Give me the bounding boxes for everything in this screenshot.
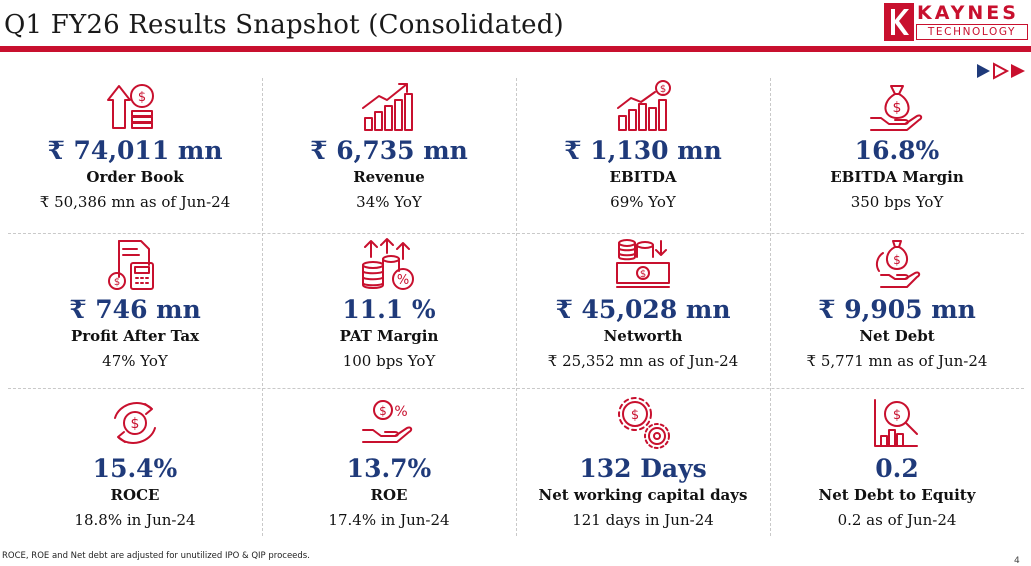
metric-label: ROE	[370, 486, 408, 504]
metric-comparison: 34% YoY	[356, 193, 422, 211]
divider	[8, 233, 1024, 234]
svg-text:$: $	[379, 404, 387, 418]
calculator-invoice-icon: $	[108, 240, 154, 290]
metric-roe: $ % 13.7% ROE 17.4% in Jun-24	[262, 396, 516, 530]
metric-label: Net working capital days	[538, 486, 748, 504]
svg-text:$: $	[893, 100, 902, 116]
metric-value: 132 Days	[579, 454, 707, 483]
divider	[8, 388, 1024, 389]
metric-pat-margin: % 11.1 % PAT Margin 100 bps YoY	[262, 237, 516, 371]
coins-percent-icon: %	[362, 238, 414, 290]
divider	[262, 78, 263, 536]
metric-comparison: 18.8% in Jun-24	[74, 511, 196, 529]
title-rule	[0, 46, 1031, 52]
metric-order-book: $ ₹ 74,011 mn Order Book ₹ 50,386 mn as …	[8, 78, 262, 212]
dollar-cycle-icon: $	[114, 402, 156, 444]
metric-value: ₹ 746 mn	[69, 295, 201, 324]
metric-profit-after-tax: $ ₹ 746 mn Profit After Tax 47% YoY	[8, 237, 262, 371]
ebitda-chart-icon: $	[617, 80, 671, 131]
svg-text:$: $	[131, 416, 140, 432]
metric-label: Net Debt	[859, 327, 935, 345]
svg-text:$: $	[893, 253, 901, 267]
metric-value: 16.8%	[854, 136, 940, 165]
order-book-icon: $	[107, 84, 154, 129]
svg-text:%: %	[397, 273, 409, 288]
metric-value: ₹ 45,028 mn	[555, 295, 731, 324]
page-number: 4	[1014, 556, 1020, 566]
metric-ebitda: $ ₹ 1,130 mn EBITDA 69% YoY	[516, 78, 770, 212]
logo-text-kaynes: KAYNES	[917, 2, 1019, 24]
metric-comparison: 69% YoY	[610, 193, 676, 211]
metric-comparison: ₹ 25,352 mn as of Jun-24	[547, 352, 739, 370]
divider	[516, 78, 517, 536]
metric-value: 11.1 %	[342, 295, 436, 324]
metric-value: 13.7%	[346, 454, 432, 483]
logo-text-technology: TECHNOLOGY	[916, 24, 1028, 40]
metric-comparison: ₹ 5,771 mn as of Jun-24	[806, 352, 988, 370]
svg-text:$: $	[631, 408, 639, 423]
metric-value: ₹ 6,735 mn	[310, 136, 468, 165]
metric-comparison: 100 bps YoY	[342, 352, 436, 370]
metric-label: PAT Margin	[339, 327, 439, 345]
metric-revenue: ₹ 6,735 mn Revenue 34% YoY	[262, 78, 516, 212]
kaynes-k-icon	[884, 3, 914, 41]
svg-text:$: $	[114, 277, 120, 288]
metric-ebitda-margin: $ 16.8% EBITDA Margin 350 bps YoY	[770, 78, 1024, 212]
metric-label: Revenue	[353, 168, 425, 186]
gears-dollar-icon: $	[618, 397, 670, 449]
metric-comparison: 0.2 as of Jun-24	[837, 511, 957, 529]
company-logo: KAYNES TECHNOLOGY	[884, 2, 1030, 42]
metric-value: ₹ 1,130 mn	[564, 136, 722, 165]
magnifier-chart-icon: $	[874, 399, 918, 447]
metric-net-working-capital-days: $ 132 Days Net working capital days 121 …	[516, 396, 770, 530]
metric-value: ₹ 74,011 mn	[47, 136, 223, 165]
metric-label: Profit After Tax	[70, 327, 200, 345]
metric-net-debt: $ ₹ 9,905 mn Net Debt ₹ 5,771 mn as of J…	[770, 237, 1024, 371]
metric-label: Networth	[603, 327, 683, 345]
metric-label: EBITDA Margin	[830, 168, 964, 186]
metric-comparison: 350 bps YoY	[850, 193, 944, 211]
footnote: ROCE, ROE and Net debt are adjusted for …	[2, 551, 310, 561]
svg-text:$: $	[893, 408, 901, 423]
metric-net-debt-to-equity: $ 0.2 Net Debt to Equity 0.2 as of Jun-2…	[770, 396, 1024, 530]
metric-networth: $ ₹ 45,028 mn Networth ₹ 25,352 mn as of…	[516, 237, 770, 371]
metric-label: Order Book	[86, 168, 184, 186]
metric-value: 0.2	[875, 454, 919, 483]
svg-text:$: $	[640, 269, 646, 280]
svg-text:$: $	[660, 84, 666, 95]
metric-comparison: 17.4% in Jun-24	[328, 511, 450, 529]
metric-roce: $ 15.4% ROCE 18.8% in Jun-24	[8, 396, 262, 530]
hand-dollar-percent-icon: $ %	[362, 400, 413, 443]
money-bag-hand-icon: $	[870, 85, 923, 131]
cash-stack-icon: $	[616, 239, 670, 288]
metric-label: Net Debt to Equity	[818, 486, 976, 504]
metric-label: ROCE	[110, 486, 160, 504]
metric-comparison: 121 days in Jun-24	[572, 511, 714, 529]
money-bag-debt-icon: $	[875, 240, 921, 288]
metric-label: EBITDA	[609, 168, 677, 186]
svg-text:$: $	[138, 90, 146, 105]
metric-comparison: ₹ 50,386 mn as of Jun-24	[39, 193, 231, 211]
metric-value: 15.4%	[92, 454, 178, 483]
metric-comparison: 47% YoY	[102, 352, 168, 370]
metric-value: ₹ 9,905 mn	[818, 295, 976, 324]
page-title: Q1 FY26 Results Snapshot (Consolidated)	[4, 10, 564, 40]
divider	[770, 78, 771, 536]
svg-text:%: %	[394, 404, 407, 420]
revenue-growth-icon	[362, 83, 413, 131]
triple-arrow-icon	[977, 62, 1025, 80]
metrics-grid: $ ₹ 74,011 mn Order Book ₹ 50,386 mn as …	[8, 74, 1024, 544]
